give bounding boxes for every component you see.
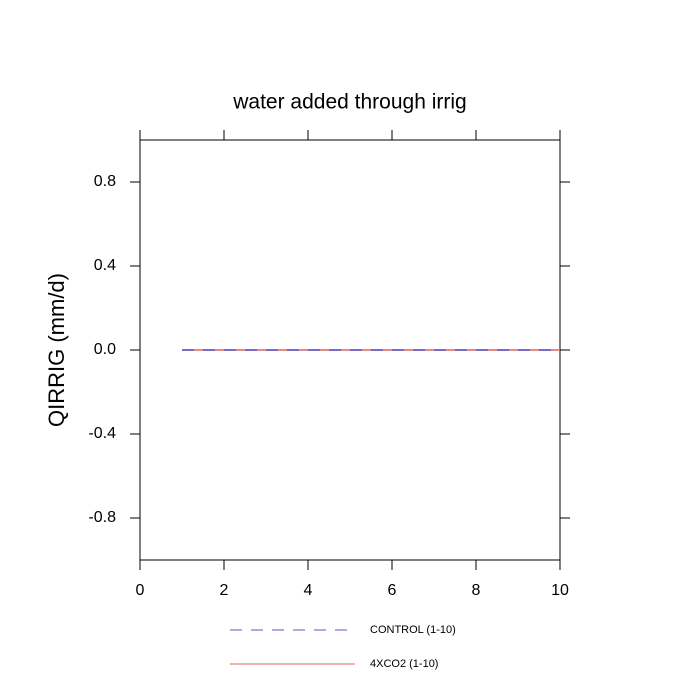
y-tick-label: 0.4 <box>94 257 116 274</box>
y-tick-label: 0.8 <box>94 173 116 190</box>
y-tick-label: -0.4 <box>88 425 116 442</box>
y-tick-label: -0.8 <box>88 509 116 526</box>
x-tick-label: 10 <box>551 582 569 599</box>
x-tick-label: 4 <box>304 582 313 599</box>
legend-label: 4XCO2 (1-10) <box>370 658 438 670</box>
legend-label: CONTROL (1-10) <box>370 624 456 636</box>
x-tick-label: 6 <box>388 582 397 599</box>
x-tick-label: 8 <box>472 582 481 599</box>
x-tick-label: 0 <box>136 582 145 599</box>
y-tick-label: 0.0 <box>94 341 116 358</box>
chart-title: water added through irrig <box>232 91 466 114</box>
y-axis-label: QIRRIG (mm/d) <box>44 273 69 427</box>
x-tick-label: 2 <box>220 582 229 599</box>
